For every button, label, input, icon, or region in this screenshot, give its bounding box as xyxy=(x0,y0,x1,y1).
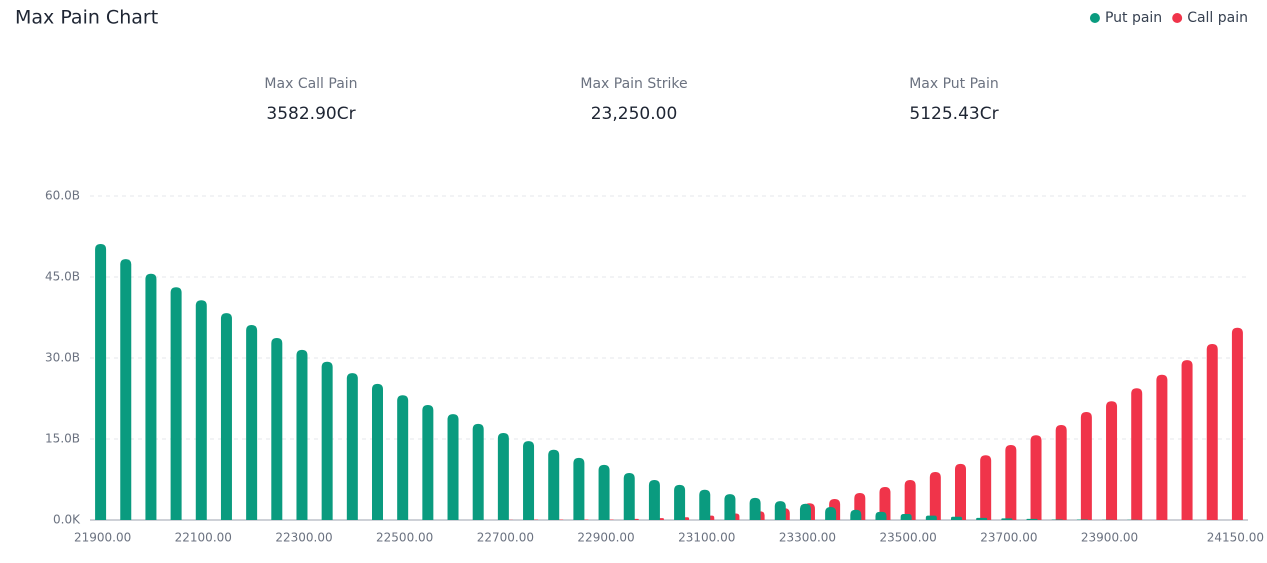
bar xyxy=(220,313,232,520)
stat-label: Max Call Pain xyxy=(264,76,357,92)
bar xyxy=(1231,327,1243,520)
legend-marker[interactable] xyxy=(1089,13,1100,23)
stat-value: 5125.43Cr xyxy=(909,104,998,124)
x-tick-label: 22900.00 xyxy=(577,531,634,545)
bar xyxy=(1181,360,1193,520)
y-tick-label: 60.0B xyxy=(45,189,80,203)
bar xyxy=(1206,343,1218,520)
bar xyxy=(1106,401,1118,520)
bar xyxy=(346,373,358,520)
bar xyxy=(1001,518,1013,520)
bar xyxy=(623,473,635,520)
x-tick-label: 22300.00 xyxy=(275,531,332,545)
bar xyxy=(879,487,891,520)
bar xyxy=(799,503,811,520)
x-tick-label: 23700.00 xyxy=(980,531,1037,545)
stat-value: 3582.90Cr xyxy=(266,104,355,124)
bar xyxy=(1076,519,1088,520)
bar xyxy=(699,489,711,520)
bar xyxy=(674,484,686,520)
bar xyxy=(1055,424,1067,520)
bar xyxy=(1051,519,1063,520)
bar xyxy=(195,300,207,520)
y-tick-label: 30.0B xyxy=(45,351,80,365)
bar xyxy=(321,361,333,520)
bar xyxy=(1156,374,1168,520)
bar xyxy=(95,244,107,520)
bar xyxy=(980,455,992,520)
bar xyxy=(145,273,157,520)
bar xyxy=(271,338,283,520)
bar xyxy=(548,449,560,520)
x-tick-label: 23300.00 xyxy=(779,531,836,545)
bar xyxy=(900,514,912,520)
x-tick-label: 22700.00 xyxy=(477,531,534,545)
x-tick-label: 21900.00 xyxy=(74,531,131,545)
legend-marker[interactable] xyxy=(1172,13,1183,23)
x-tick-label: 23100.00 xyxy=(678,531,735,545)
bar xyxy=(523,441,535,520)
bar xyxy=(929,471,941,520)
x-tick-label: 23900.00 xyxy=(1081,531,1138,545)
bar xyxy=(955,463,966,520)
legend-label[interactable]: Call pain xyxy=(1187,10,1248,26)
chart-title: Max Pain Chart xyxy=(15,7,158,29)
bar xyxy=(1026,518,1038,520)
bar xyxy=(372,383,383,520)
y-tick-label: 0.0K xyxy=(53,513,81,527)
x-tick-label: 22100.00 xyxy=(175,531,232,545)
bar xyxy=(397,395,409,520)
bar xyxy=(850,509,862,520)
bar xyxy=(951,516,962,520)
bar xyxy=(447,414,459,520)
stat-label: Max Put Pain xyxy=(909,76,999,92)
bar xyxy=(120,259,132,520)
y-tick-label: 45.0B xyxy=(45,270,80,284)
x-tick-label: 24150.00 xyxy=(1207,531,1264,545)
bar xyxy=(749,497,761,520)
stat-value: 23,250.00 xyxy=(591,104,678,124)
bar xyxy=(246,325,258,520)
stat-label: Max Pain Strike xyxy=(580,76,687,92)
bar xyxy=(904,480,916,520)
bar xyxy=(1005,444,1017,520)
bar xyxy=(170,287,182,520)
bar xyxy=(875,511,887,520)
bar xyxy=(573,457,585,520)
bar xyxy=(1080,412,1092,520)
bar xyxy=(296,349,308,520)
bar xyxy=(648,480,660,520)
bar xyxy=(1030,435,1042,520)
bar xyxy=(976,517,988,520)
y-tick-label: 15.0B xyxy=(45,432,80,446)
bar xyxy=(825,507,837,520)
bar xyxy=(422,404,434,520)
legend-label[interactable]: Put pain xyxy=(1105,10,1162,26)
x-tick-label: 22500.00 xyxy=(376,531,433,545)
bar xyxy=(925,515,937,520)
x-tick-label: 23500.00 xyxy=(880,531,937,545)
bar xyxy=(497,433,509,520)
bar xyxy=(774,501,786,520)
bar xyxy=(598,464,610,520)
bar xyxy=(472,423,484,520)
bar xyxy=(1131,388,1143,520)
bar xyxy=(724,494,736,520)
